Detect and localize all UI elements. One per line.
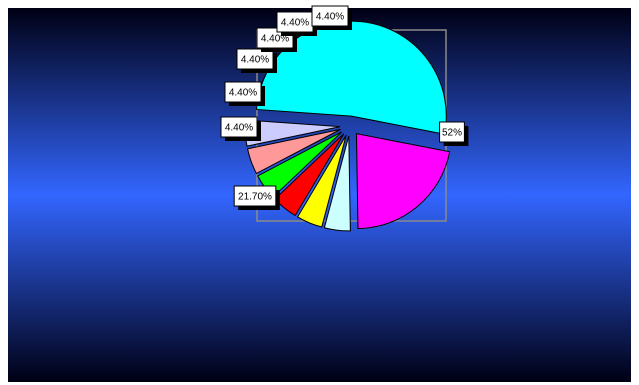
data-label-text: 4.40% xyxy=(281,18,309,29)
data-label: 21.70% xyxy=(233,185,280,210)
data-label-box xyxy=(224,81,262,103)
data-label-text: 4.40% xyxy=(261,34,289,45)
data-label: 4.40% xyxy=(224,81,265,106)
data-label-box xyxy=(439,121,465,143)
pie-slice xyxy=(247,128,341,175)
pie-slice xyxy=(323,135,351,232)
data-label-text: 4.40% xyxy=(225,123,253,134)
data-label-text: 52% xyxy=(442,128,462,139)
data-label-box xyxy=(236,48,274,70)
pie-slice xyxy=(355,133,451,230)
pie-slice xyxy=(296,134,347,228)
data-labels: 52% 21.70% 4.40% 4.40% 4.40% 4.40% 4.40% 4.40% xyxy=(220,5,469,210)
data-label: 4.40% xyxy=(311,5,352,30)
data-label-box xyxy=(233,185,277,207)
data-label: 4.40% xyxy=(220,116,261,141)
pie-slices xyxy=(244,20,451,232)
data-label-box xyxy=(220,116,258,138)
data-label-text: 4.40% xyxy=(316,12,344,23)
data-label: 4.40% xyxy=(236,48,277,73)
data-label-box xyxy=(311,5,349,27)
data-label-text: 4.40% xyxy=(241,55,269,66)
data-label-text: 4.40% xyxy=(229,88,257,99)
data-label-text: 21.70% xyxy=(238,192,272,203)
data-label: 52% xyxy=(439,121,469,146)
data-label: 4.40% xyxy=(276,11,317,36)
